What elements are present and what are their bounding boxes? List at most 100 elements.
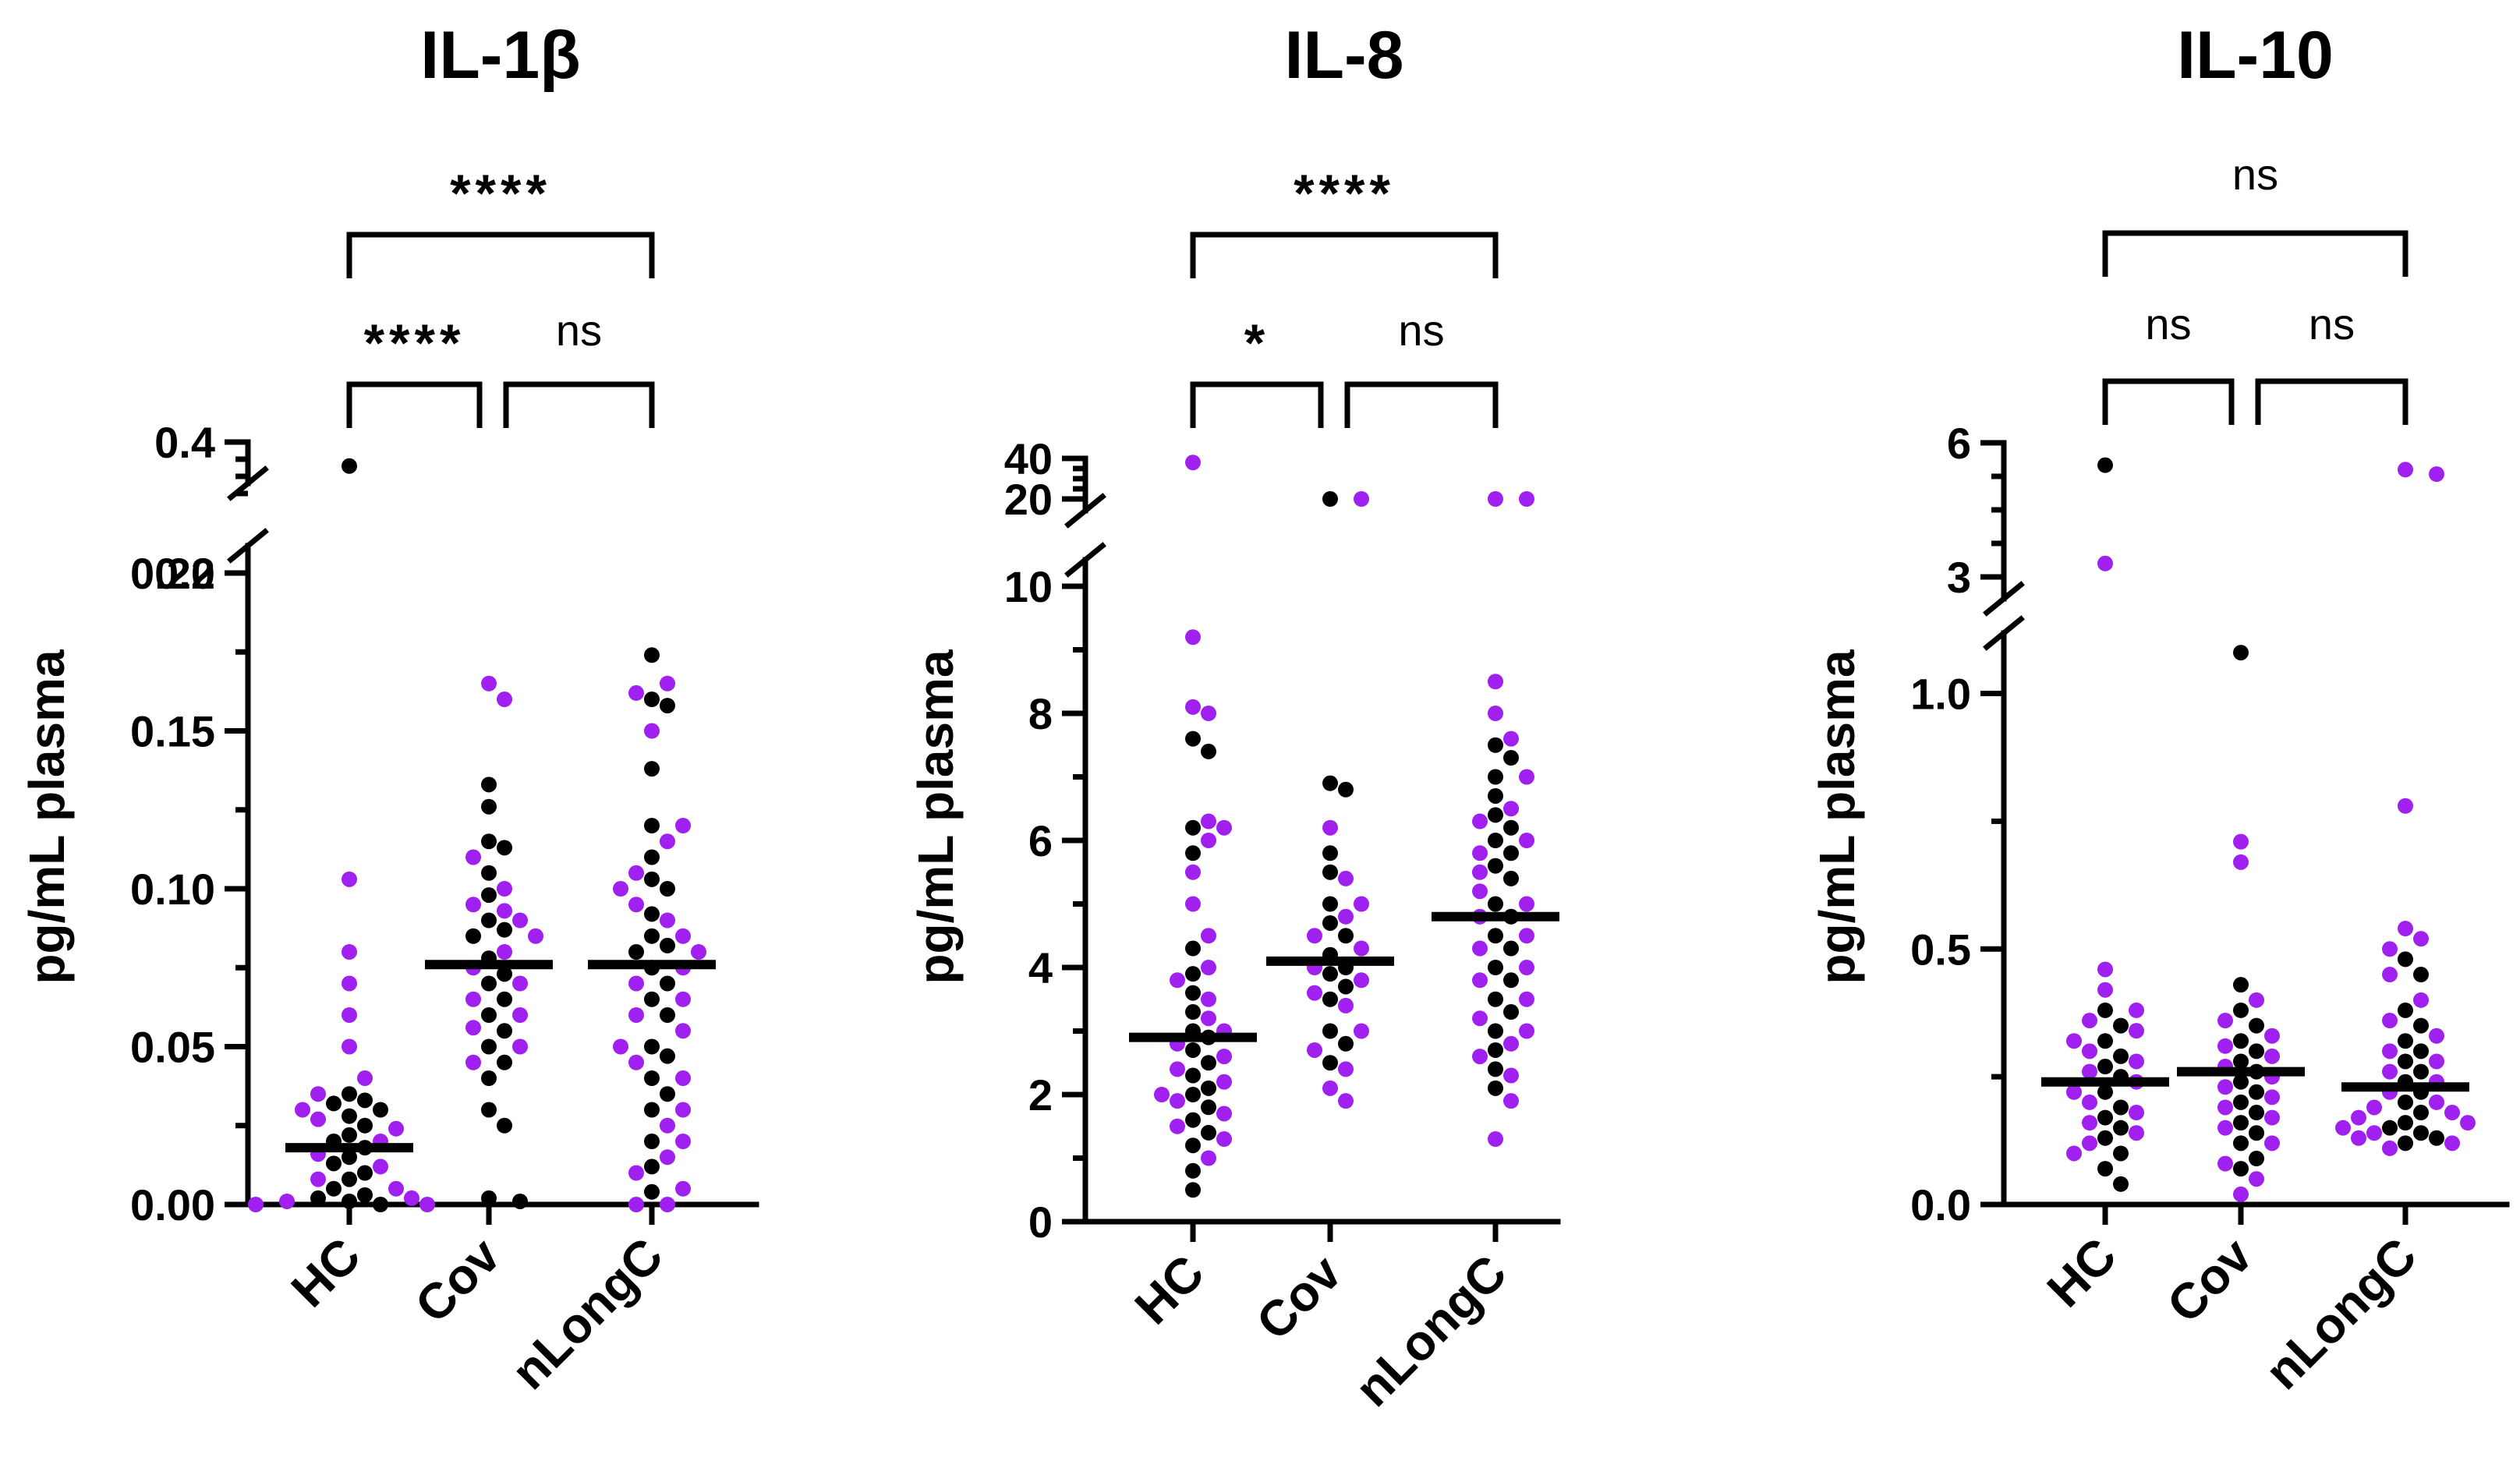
il8-hc-point-purple xyxy=(1170,1093,1185,1109)
il8-significance-bracket xyxy=(1190,381,1324,428)
il1b-significance-bracket xyxy=(346,381,483,428)
il10-cov-point-black xyxy=(2233,645,2249,661)
il8-cov-point-purple xyxy=(1354,940,1369,957)
il8-cov-point-purple xyxy=(1338,997,1354,1014)
il10-hc-point-black xyxy=(2097,1002,2113,1018)
il8-nlongc-point-purple xyxy=(1488,491,1503,507)
il1b-hc-point-black xyxy=(357,1165,373,1181)
il10-nlongc-point-black xyxy=(2398,1094,2413,1110)
il10-axis-break-mark xyxy=(1983,615,2025,651)
il1b-nlongc-point-black xyxy=(644,906,660,922)
il1b-cov-point-black xyxy=(497,1117,512,1134)
il8-y-axis-label: pg/mL plasma xyxy=(908,649,964,985)
il8-hc-point-black xyxy=(1185,1137,1201,1154)
il10-y-axis-label: pg/mL plasma xyxy=(1809,649,1865,985)
il10-cov-point-purple xyxy=(2217,1155,2233,1172)
il8-hc-point-black xyxy=(1185,1067,1201,1084)
il1b-y-tick-label: 0.4 xyxy=(154,418,215,467)
il1b-hc-point-black xyxy=(373,1102,388,1118)
il1b-hc-point-purple xyxy=(342,1038,357,1055)
il1b-hc-point-purple xyxy=(342,871,357,887)
il10-nlongc-point-purple xyxy=(2398,462,2413,478)
il10-hc-point-purple xyxy=(2129,1002,2144,1018)
il10-cov-point-purple xyxy=(2249,992,2264,1008)
il10-hc-point-black xyxy=(2113,1145,2129,1162)
il1b-nlongc-point-black xyxy=(644,991,660,1007)
il1b-hc-point-purple xyxy=(388,1120,404,1137)
il8-hc-point-black xyxy=(1185,730,1201,747)
il1b-cov-point-black xyxy=(512,1193,528,1209)
il10-hc-point-purple xyxy=(2066,1033,2082,1049)
il8-significance-bracket xyxy=(1344,381,1499,428)
il1b-nlongc-point-black xyxy=(644,1038,660,1055)
il10-nlongc-point-purple xyxy=(2382,1043,2398,1059)
il8-nlongc-point-purple xyxy=(1488,1131,1503,1148)
il8-hc-point-black xyxy=(1185,1162,1201,1179)
il8-nlongc-point-black xyxy=(1503,750,1519,766)
il8-hc-point-black xyxy=(1185,1087,1201,1102)
il1b-hc-point-purple xyxy=(357,1070,373,1086)
il8-cov-point-purple xyxy=(1354,491,1369,507)
il10-nlongc-point-purple xyxy=(2444,1105,2460,1121)
il10-cov-point-black xyxy=(2233,1115,2249,1131)
il10-nlongc-point-black xyxy=(2398,1135,2413,1151)
il1b-nlongc-point-purple xyxy=(644,723,660,739)
il1b-hc-point-black xyxy=(342,1193,357,1209)
il1b-cov-point-black xyxy=(497,1054,512,1070)
il1b-cov-point-black xyxy=(481,912,497,929)
il10-hc-point-purple xyxy=(2082,1115,2097,1131)
il10-nlongc-point-black xyxy=(2398,951,2413,968)
il1b-title: IL-1β xyxy=(420,18,580,93)
il10-nlongc-point-purple xyxy=(2444,1135,2460,1151)
il10-hc-point-purple xyxy=(2066,1145,2082,1162)
il8-y-tick-label: 6 xyxy=(1028,816,1053,865)
il10-cov-point-purple xyxy=(2233,833,2249,850)
il8-nlongc-point-black xyxy=(1488,991,1503,1007)
il1b-nlongc-point-black xyxy=(660,1086,675,1102)
il1b-nlongc-point-purple xyxy=(675,1102,691,1118)
il10-nlongc-point-purple xyxy=(2429,466,2444,483)
il8-y-tick-label: 10 xyxy=(1004,562,1053,611)
il1b-y-tick-label: 0.10 xyxy=(130,865,215,914)
il8-nlongc-point-black xyxy=(1488,1061,1503,1077)
il1b-y-tick-label: 0.15 xyxy=(130,707,215,756)
il10-hc-point-purple xyxy=(2129,1053,2144,1070)
il10-nlongc-point-black xyxy=(2398,1053,2413,1070)
il8-cov-point-purple xyxy=(1307,928,1322,944)
il1b-nlongc-point-black xyxy=(644,1070,660,1086)
il8-nlongc-point-black xyxy=(1503,870,1519,886)
il1b-cov-point-black xyxy=(497,966,512,982)
il8-nlongc-point-black xyxy=(1488,807,1503,823)
il10-cov-point-black xyxy=(2249,1084,2264,1100)
il8-y-tick-label: 2 xyxy=(1028,1070,1053,1120)
il10-x-tick-label-cov: Cov xyxy=(2156,1227,2263,1334)
il1b-cov-point-purple xyxy=(512,975,528,992)
il1b-cov-point-purple xyxy=(465,1054,481,1070)
il1b-hc-point-black xyxy=(342,458,357,474)
il10-hc-point-purple xyxy=(2082,1013,2097,1029)
il1b-hc-point-purple xyxy=(373,1159,388,1175)
il1b-hc-point-black xyxy=(310,1190,326,1206)
il8-significance-label: * xyxy=(1244,313,1269,373)
il10-hc-point-purple xyxy=(2082,1094,2097,1110)
il10-cov-point-black xyxy=(2233,1094,2249,1110)
il1b-nlongc-point-black xyxy=(628,944,644,960)
il8-nlongc-point-purple xyxy=(1503,1035,1519,1052)
il10-cov-point-purple xyxy=(2249,1171,2264,1187)
il8-nlongc-point-purple xyxy=(1472,972,1488,989)
il10-cov-point-purple xyxy=(2264,1089,2280,1105)
il1b-nlongc-point-purple xyxy=(675,1023,691,1039)
il1b-hc-point-black xyxy=(373,1197,388,1212)
il10-hc-point-purple xyxy=(2097,961,2113,978)
il8-nlongc-point-black xyxy=(1503,972,1519,989)
il10-y-tick-label: 0.0 xyxy=(1910,1180,1971,1229)
il1b-nlongc-point-black xyxy=(644,871,660,887)
il8-hc-point-purple xyxy=(1201,833,1216,848)
il8-nlongc-point-purple xyxy=(1519,833,1534,848)
il10-nlongc-point-purple xyxy=(2429,1094,2444,1110)
il10-hc-point-black xyxy=(2097,1084,2113,1100)
il8-cov-point-black xyxy=(1338,1035,1354,1052)
il10-significance-label: ns xyxy=(2145,299,2191,348)
il8-nlongc-point-black xyxy=(1488,858,1503,874)
